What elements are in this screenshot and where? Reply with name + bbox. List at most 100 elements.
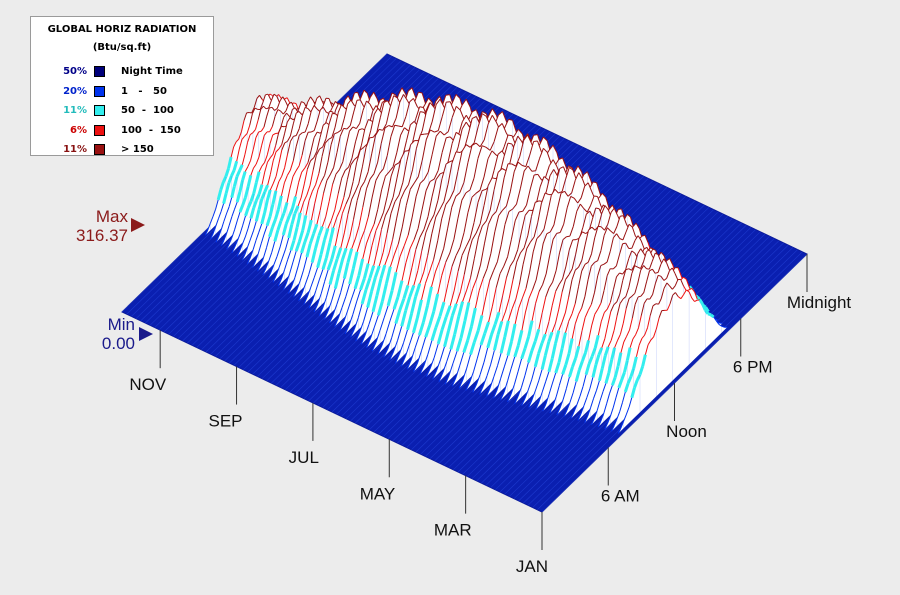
surface-segment bbox=[502, 205, 507, 211]
surface-segment bbox=[253, 163, 257, 169]
surface-segment bbox=[613, 207, 618, 216]
surface-segment bbox=[634, 282, 639, 294]
surface-segment bbox=[269, 160, 274, 175]
surface-segment bbox=[543, 147, 548, 153]
surface-segment bbox=[379, 317, 385, 331]
surface-segment bbox=[572, 381, 577, 394]
surface-segment bbox=[420, 111, 425, 113]
surface-segment bbox=[607, 416, 611, 424]
surface-segment bbox=[447, 117, 453, 132]
surface-segment bbox=[269, 93, 273, 96]
surface-segment bbox=[551, 291, 557, 306]
surface-segment bbox=[285, 103, 290, 111]
surface-segment bbox=[509, 259, 515, 267]
surface-segment bbox=[573, 165, 579, 173]
surface-segment bbox=[461, 246, 467, 256]
surface-segment bbox=[455, 291, 461, 304]
surface-segment bbox=[366, 232, 371, 244]
surface-segment bbox=[701, 303, 707, 312]
surface-segment bbox=[451, 132, 457, 144]
surface-segment bbox=[569, 166, 574, 171]
surface-segment bbox=[314, 235, 321, 249]
surface-segment bbox=[394, 162, 400, 166]
surface-segment bbox=[271, 106, 275, 111]
surface-segment bbox=[447, 315, 454, 332]
surface-segment bbox=[401, 87, 407, 95]
surface-segment bbox=[234, 201, 238, 210]
surface-segment bbox=[271, 218, 277, 228]
surface-segment bbox=[517, 387, 522, 397]
surface-segment bbox=[559, 166, 564, 170]
surface-segment bbox=[217, 211, 222, 219]
surface-segment bbox=[535, 200, 540, 203]
surface-segment bbox=[521, 398, 526, 406]
surface-segment bbox=[433, 199, 439, 216]
surface-segment bbox=[431, 216, 437, 235]
surface-segment bbox=[303, 194, 308, 203]
surface-segment bbox=[263, 184, 269, 193]
surface-segment bbox=[365, 338, 371, 349]
surface-segment bbox=[622, 242, 626, 245]
surface-segment bbox=[485, 209, 491, 222]
legend-item: 11% > 150 bbox=[31, 140, 213, 160]
surface-segment bbox=[580, 352, 587, 362]
hour-tick-label: Midnight bbox=[787, 293, 852, 312]
surface-segment bbox=[431, 136, 437, 155]
surface-segment bbox=[517, 128, 523, 135]
surface-segment bbox=[637, 235, 642, 241]
surface-segment bbox=[252, 261, 256, 268]
surface-segment bbox=[634, 235, 639, 241]
surface-segment bbox=[321, 257, 328, 270]
surface-segment bbox=[230, 169, 236, 177]
surface-segment bbox=[512, 261, 518, 280]
surface-segment bbox=[466, 325, 473, 341]
surface-segment bbox=[437, 152, 443, 171]
surface-segment bbox=[513, 135, 519, 147]
surface-segment bbox=[552, 159, 558, 167]
surface-segment bbox=[455, 247, 461, 256]
surface-segment bbox=[289, 117, 294, 121]
surface-segment bbox=[631, 292, 636, 297]
surface-segment bbox=[629, 368, 636, 378]
surface-segment bbox=[461, 192, 467, 201]
surface-segment bbox=[537, 140, 542, 152]
surface-segment bbox=[571, 303, 576, 315]
surface-segment bbox=[368, 311, 374, 325]
surface-segment bbox=[308, 262, 313, 275]
surface-segment bbox=[311, 184, 317, 192]
surface-segment bbox=[303, 168, 308, 185]
surface-segment bbox=[534, 380, 540, 391]
surface-segment bbox=[298, 111, 303, 115]
surface-segment bbox=[397, 87, 403, 96]
surface-segment bbox=[381, 333, 387, 346]
surface-segment bbox=[540, 333, 547, 344]
surface-segment bbox=[628, 273, 633, 288]
surface-segment bbox=[377, 345, 383, 355]
surface-segment bbox=[594, 260, 598, 263]
surface-segment bbox=[623, 360, 629, 373]
surface-segment bbox=[498, 209, 504, 216]
surface-segment bbox=[584, 229, 589, 245]
surface-segment bbox=[305, 243, 312, 258]
surface-segment bbox=[489, 189, 495, 211]
surface-segment bbox=[718, 323, 723, 327]
surface-segment bbox=[443, 228, 449, 249]
surface-segment bbox=[562, 266, 567, 280]
surface-segment bbox=[600, 355, 607, 369]
surface-segment bbox=[257, 198, 264, 210]
surface-segment bbox=[330, 245, 337, 260]
surface-segment bbox=[347, 199, 353, 215]
surface-segment bbox=[298, 132, 303, 136]
surface-segment bbox=[304, 274, 310, 285]
surface-segment bbox=[529, 236, 535, 243]
surface-segment bbox=[672, 292, 676, 296]
surface-segment bbox=[582, 374, 587, 387]
surface-segment bbox=[348, 314, 354, 326]
surface-segment bbox=[311, 290, 317, 301]
surface-segment bbox=[353, 100, 358, 113]
surface-segment bbox=[349, 181, 354, 197]
surface-segment bbox=[289, 239, 296, 251]
surface-segment bbox=[364, 119, 369, 129]
surface-segment bbox=[242, 215, 246, 226]
surface-segment bbox=[635, 327, 639, 335]
